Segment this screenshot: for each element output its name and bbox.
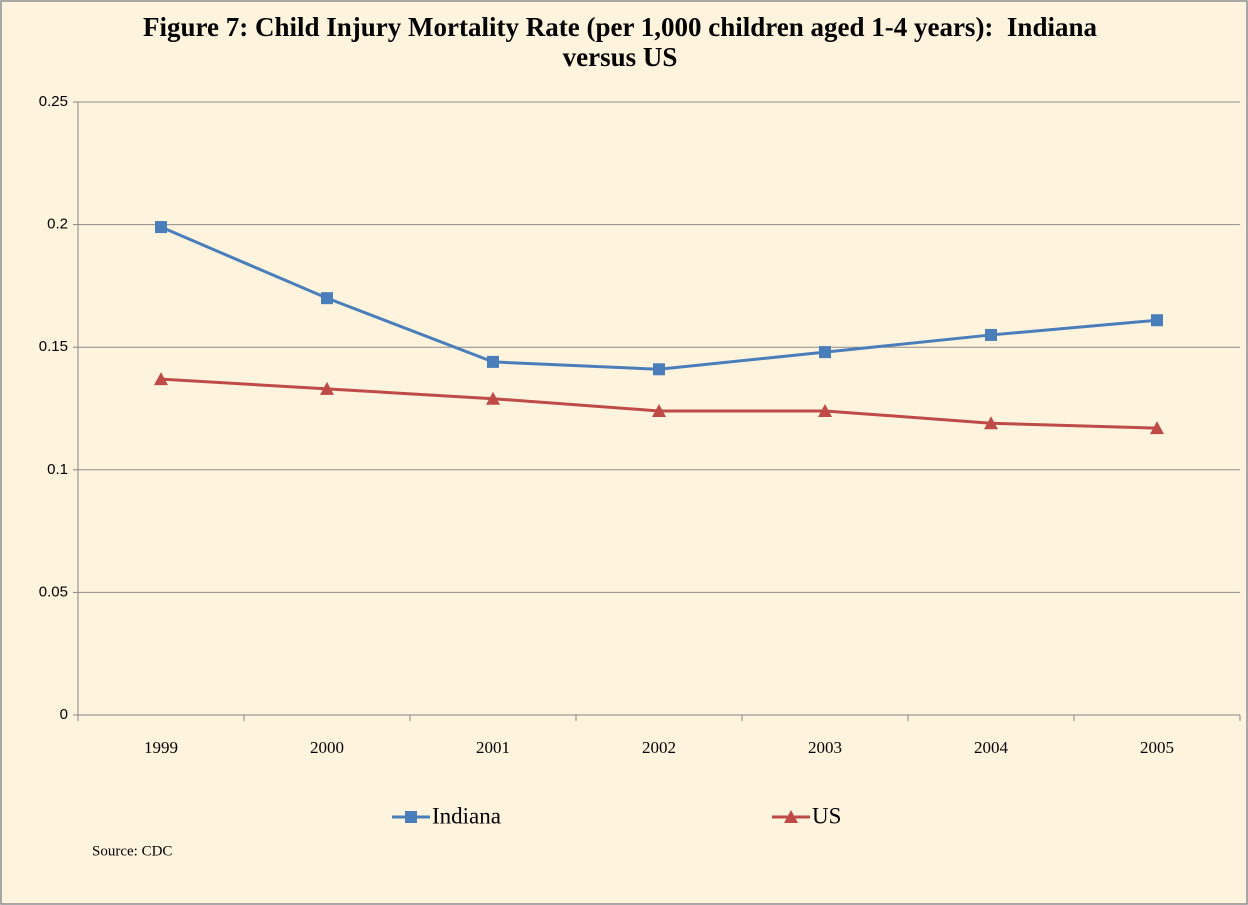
x-tick-label: 2005 (1140, 738, 1174, 757)
y-tick-label: 0.2 (47, 216, 68, 233)
legend-marker (405, 811, 417, 823)
legend-marker (784, 810, 798, 823)
data-point (984, 416, 998, 430)
data-point (819, 346, 831, 359)
data-point (320, 381, 334, 395)
x-tick-label: 2000 (310, 738, 344, 757)
data-point (652, 403, 666, 417)
x-tick-label: 2001 (476, 738, 510, 757)
data-point (1151, 314, 1163, 327)
data-point (985, 328, 997, 341)
x-tick-label: 2004 (974, 738, 1009, 757)
legend-label: US (812, 803, 841, 828)
chart-title: Figure 7: Child Injury Mortality Rate (p… (143, 12, 1104, 72)
data-point (653, 363, 665, 376)
x-tick-label: 1999 (144, 738, 178, 757)
data-point (154, 372, 168, 386)
data-point (818, 403, 832, 417)
legend-label: Indiana (432, 803, 501, 828)
x-tick-label: 2003 (808, 738, 842, 757)
data-point (321, 292, 333, 305)
y-tick-label: 0.05 (39, 583, 68, 600)
data-point (1150, 421, 1164, 435)
y-tick-label: 0.1 (47, 461, 68, 478)
source-note: Source: CDC (92, 843, 172, 859)
data-point (487, 355, 499, 368)
y-tick-label: 0.15 (39, 338, 68, 355)
y-tick-label: 0 (60, 706, 68, 723)
data-point (486, 391, 500, 405)
y-tick-label: 0.25 (39, 93, 68, 110)
data-point (155, 221, 167, 234)
x-tick-label: 2002 (642, 738, 676, 757)
